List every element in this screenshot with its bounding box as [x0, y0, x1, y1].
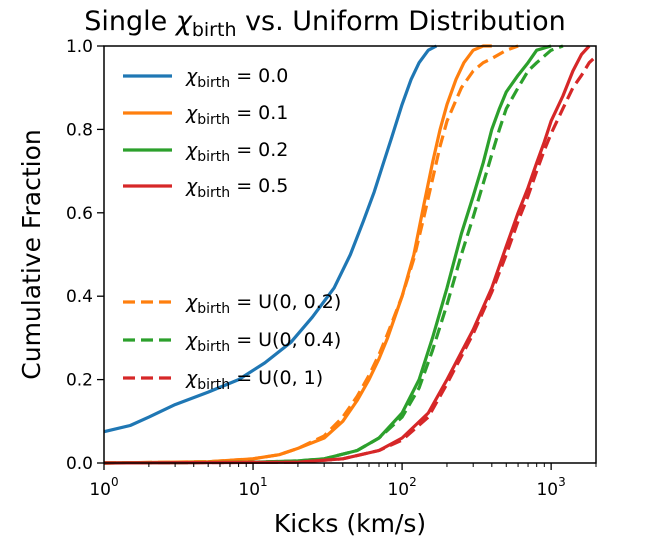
y-tick-label: 0.4 — [66, 287, 93, 307]
series-line-5 — [103, 44, 564, 465]
x-axis: 100 101 102 103 — [89, 463, 597, 500]
series-line-4 — [103, 44, 519, 465]
series-line-2 — [103, 44, 552, 465]
x-axis-title: Kicks (km/s) — [274, 509, 426, 538]
legend-label-1: χbirth = 0.1 — [185, 102, 288, 128]
y-tick-label: 1.0 — [66, 37, 93, 57]
y-axis-title: Cumulative Fraction — [17, 129, 46, 379]
series-line-6 — [103, 55, 598, 465]
title-symbol: χ — [174, 6, 193, 37]
y-tick-label: 0.2 — [66, 371, 93, 391]
title-prefix: Single — [84, 6, 176, 37]
series-line-3 — [103, 44, 591, 465]
y-axis: 0.0 0.2 0.4 0.6 0.8 1.0 — [66, 37, 104, 474]
series-line-0 — [103, 44, 438, 434]
legend-label-0: χbirth = 0.0 — [185, 65, 288, 91]
legend: χbirth = 0.0 χbirth = 0.1 χbirth = 0.2 χbir… — [123, 65, 341, 393]
plot-frame — [103, 45, 597, 464]
legend-label-3: χbirth = 0.5 — [185, 175, 288, 201]
x-tick-label: 100 — [89, 475, 118, 500]
title-suffix: vs. Uniform Distribution — [237, 6, 566, 37]
series-layer — [103, 44, 598, 465]
chart-title-text: Single χbirth vs. Uniform Distribution — [84, 6, 565, 41]
y-tick-label: 0.0 — [66, 454, 93, 474]
legend-label-4: χbirth = U(0, 0.2) — [185, 291, 341, 317]
x-tick-label: 101 — [238, 475, 267, 500]
legend-label-5: χbirth = U(0, 0.4) — [185, 329, 341, 355]
y-tick-label: 0.8 — [66, 120, 93, 140]
title-subscript: birth — [192, 19, 237, 41]
legend-label-6: χbirth = U(0, 1) — [185, 367, 323, 393]
chart-title: Single χbirth vs. Uniform Distribution — [84, 6, 565, 41]
x-tick-label: 102 — [387, 475, 416, 500]
x-tick-label: 103 — [536, 475, 565, 500]
y-tick-label: 0.6 — [66, 204, 93, 224]
legend-label-2: χbirth = 0.2 — [185, 139, 288, 165]
